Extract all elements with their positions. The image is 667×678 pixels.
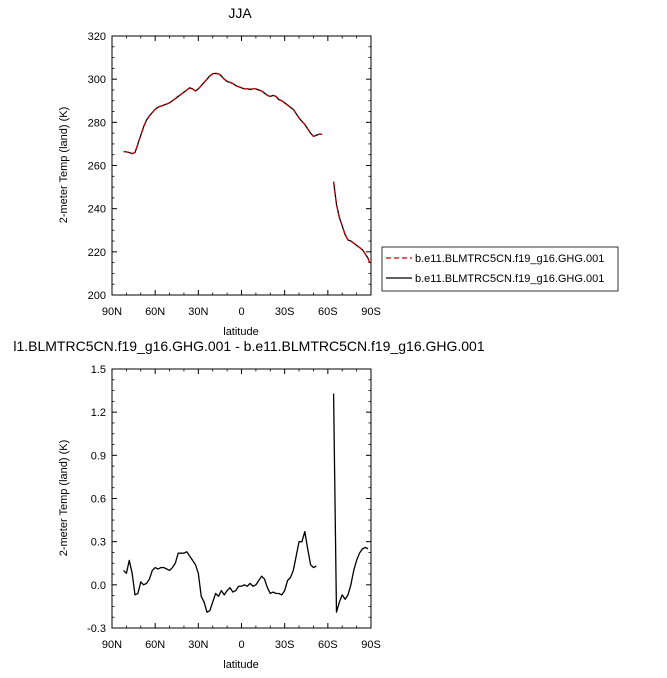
bottom-ytick-label-1: 0.0 bbox=[91, 580, 106, 592]
top-chart-ylabel: 2-meter Temp (land) (K) bbox=[58, 107, 70, 224]
legend: b.e11.BLMTRC5CN.f19_g16.GHG.001 b.e11.BL… bbox=[381, 246, 619, 292]
bottom-chart-title: l1.BLMTRC5CN.f19_g16.GHG.001 - b.e11.BLM… bbox=[13, 338, 485, 354]
top-plot-frame bbox=[111, 35, 372, 296]
bottom-xtick-label-6: 90S bbox=[361, 639, 381, 651]
bottom-ytick-label-6: 1.5 bbox=[91, 364, 106, 376]
top-xtick-label-3: 0 bbox=[238, 306, 244, 318]
bottom-xtick-label-5: 60S bbox=[318, 639, 338, 651]
top-xtick-label-1: 60N bbox=[145, 306, 165, 318]
top-line-chart: JJA 90N 60N 30N 0 30S 60S 90S 200 220 240 260 280 30… bbox=[58, 5, 381, 338]
bottom-chart-xlabel: latitude bbox=[223, 659, 258, 671]
bottom-chart-ticks: 90N 60N 30N 0 30S 60S 90S -0.3 0.0 0.3 0.6 0.9 1.2 1.… bbox=[87, 364, 381, 651]
bottom-xtick-label-0: 90N bbox=[102, 639, 122, 651]
top-series-0-segment-0 bbox=[123, 72, 323, 155]
bottom-ytick-label-3: 0.6 bbox=[91, 494, 106, 506]
bottom-xtick-label-2: 30N bbox=[188, 639, 208, 651]
top-ytick-label-6: 320 bbox=[88, 31, 106, 43]
top-ytick-label-5: 300 bbox=[88, 74, 106, 86]
bottom-plot-frame bbox=[111, 368, 372, 629]
top-ytick-label-0: 200 bbox=[88, 290, 106, 302]
bottom-ytick-label-2: 0.3 bbox=[91, 537, 106, 549]
bottom-ytick-label-0: -0.3 bbox=[87, 623, 106, 635]
bottom-xtick-label-4: 30S bbox=[275, 639, 295, 651]
top-series-0-segment-1 bbox=[332, 181, 371, 263]
top-ytick-label-4: 280 bbox=[88, 117, 106, 129]
top-series-1-segment-0 bbox=[123, 72, 323, 155]
top-xtick-label-4: 30S bbox=[275, 306, 295, 318]
top-xtick-label-2: 30N bbox=[188, 306, 208, 318]
top-series-1-segment-1 bbox=[332, 181, 371, 263]
bottom-series-0-segment-0 bbox=[123, 530, 317, 613]
bottom-chart-series-group bbox=[123, 393, 369, 613]
bottom-ytick-label-4: 0.9 bbox=[91, 450, 106, 462]
top-xtick-label-5: 60S bbox=[318, 306, 338, 318]
top-chart-title: JJA bbox=[228, 5, 252, 21]
top-ytick-label-1: 220 bbox=[88, 247, 106, 259]
top-xtick-label-0: 90N bbox=[102, 306, 122, 318]
bottom-line-chart: l1.BLMTRC5CN.f19_g16.GHG.001 - b.e11.BLM… bbox=[13, 338, 485, 671]
top-xtick-label-6: 90S bbox=[361, 306, 381, 318]
top-ytick-label-3: 260 bbox=[88, 161, 106, 173]
top-chart-xlabel: latitude bbox=[223, 326, 258, 338]
bottom-ytick-label-5: 1.2 bbox=[91, 407, 106, 419]
bottom-xtick-label-1: 60N bbox=[145, 639, 165, 651]
top-chart-ticks: 90N 60N 30N 0 30S 60S 90S 200 220 240 260 280 300 320 bbox=[88, 31, 381, 318]
legend-box bbox=[381, 246, 619, 292]
legend-entry-1: b.e11.BLMTRC5CN.f19_g16.GHG.001 bbox=[415, 253, 604, 265]
bottom-chart-ylabel: 2-meter Temp (land) (K) bbox=[58, 440, 70, 557]
bottom-series-0-segment-1 bbox=[332, 393, 369, 613]
legend-entry-2: b.e11.BLMTRC5CN.f19_g16.GHG.001 bbox=[415, 273, 604, 285]
top-ytick-label-2: 240 bbox=[88, 204, 106, 216]
bottom-xtick-label-3: 0 bbox=[238, 639, 244, 651]
top-chart-series-group bbox=[123, 72, 371, 263]
